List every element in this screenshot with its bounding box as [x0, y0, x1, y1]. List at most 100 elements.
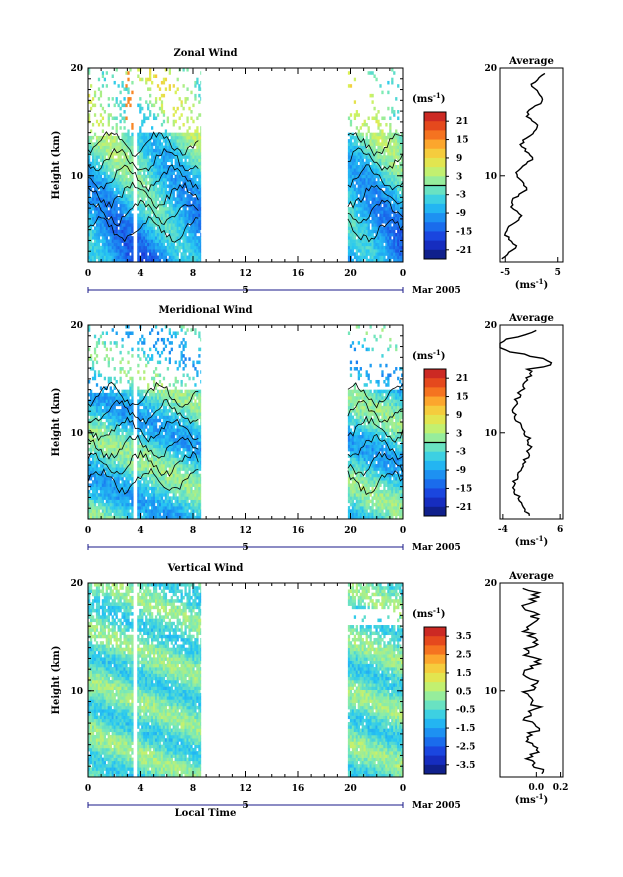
heatmap-cell	[161, 210, 163, 214]
heatmap-cell	[92, 422, 94, 426]
heatmap-cell	[92, 461, 94, 465]
heatmap-cell	[108, 477, 110, 481]
heatmap-cell	[94, 509, 96, 513]
heatmap-cell	[155, 243, 157, 247]
heatmap-cell	[155, 171, 157, 175]
heatmap-cell	[370, 249, 372, 253]
heatmap-cell	[104, 480, 106, 484]
heatmap-cell	[114, 377, 116, 381]
heatmap-cell	[116, 162, 118, 166]
heatmap-cell	[389, 159, 391, 163]
heatmap-cell	[352, 197, 354, 201]
panel-title: Meridional Wind	[158, 305, 252, 316]
heatmap-cell	[123, 146, 125, 150]
heatmap-cell	[143, 441, 145, 445]
heatmap-cell	[149, 422, 151, 426]
heatmap-cell	[94, 513, 96, 517]
heatmap-cell	[175, 256, 177, 260]
heatmap-cell	[120, 377, 122, 381]
heatmap-cell	[106, 236, 108, 240]
heatmap-cell	[120, 146, 122, 150]
heatmap-cell	[145, 503, 147, 507]
heatmap-cell	[104, 155, 106, 159]
heatmap-cell	[200, 207, 201, 211]
heatmap-cell	[102, 191, 104, 195]
heatmap-cell	[169, 68, 171, 72]
heatmap-cell	[373, 165, 375, 169]
heatmap-cell	[94, 496, 96, 500]
heatmap-cell	[102, 207, 104, 211]
heatmap-cell	[143, 113, 145, 117]
heatmap-cell	[350, 249, 352, 253]
heatmap-cell	[395, 249, 397, 253]
heatmap-cell	[161, 94, 163, 98]
heatmap-cell	[179, 146, 181, 150]
heatmap-cell	[121, 513, 123, 517]
heatmap-cell	[108, 243, 110, 247]
heatmap-cell	[399, 236, 401, 240]
heatmap-cell	[399, 239, 401, 243]
heatmap-cell	[98, 256, 100, 260]
heatmap-cell	[175, 233, 177, 237]
heatmap-cell	[123, 210, 125, 214]
heatmap-cell	[121, 171, 123, 175]
heatmap-cell	[200, 71, 201, 75]
heatmap-cell	[397, 191, 399, 195]
heatmap-cell	[90, 500, 92, 504]
heatmap-cell	[149, 162, 151, 166]
heatmap-cell	[106, 226, 108, 230]
heatmap-cell	[129, 249, 131, 253]
heatmap-cell	[114, 236, 116, 240]
heatmap-cell	[123, 464, 125, 468]
heatmap-cell	[167, 117, 169, 121]
heatmap-cell	[121, 367, 123, 371]
heatmap-cell	[155, 458, 157, 462]
heatmap-cell	[163, 197, 165, 201]
heatmap-cells	[88, 68, 403, 262]
heatmap-cell	[153, 490, 155, 494]
heatmap-cell	[114, 341, 116, 345]
heatmap-cell	[98, 441, 100, 445]
heatmap-cell	[175, 223, 177, 227]
heatmap-cell	[137, 214, 139, 218]
heatmap-cell	[362, 133, 364, 137]
heatmap-cell	[383, 142, 385, 146]
heatmap-cell	[110, 377, 112, 381]
heatmap-cell	[177, 142, 179, 146]
heatmap-cell	[123, 181, 125, 185]
heatmap-cell	[354, 188, 356, 192]
heatmap-cell	[153, 171, 155, 175]
heatmap-cell	[112, 496, 114, 500]
heatmap-cell	[131, 188, 133, 192]
heatmap-cell	[169, 239, 171, 243]
heatmap-cell	[362, 165, 364, 169]
heatmap-cell	[181, 142, 183, 146]
heatmap-cell	[161, 107, 163, 111]
heatmap-cell	[145, 210, 147, 214]
heatmap-cell	[137, 409, 139, 413]
heatmap-cell	[145, 399, 147, 403]
heatmap-cell	[123, 249, 125, 253]
heatmap-cell	[155, 471, 157, 475]
heatmap-cell	[372, 194, 374, 198]
heatmap-cell	[137, 142, 139, 146]
heatmap-cell	[149, 406, 151, 410]
heatmap-cell	[143, 120, 145, 124]
heatmap-cell	[364, 184, 366, 188]
heatmap-cell	[123, 197, 125, 201]
heatmap-cell	[131, 448, 133, 452]
heatmap-cell	[125, 168, 127, 172]
heatmap-cell	[200, 249, 201, 253]
heatmap-cell	[141, 348, 143, 352]
x-tick-label: 12	[239, 269, 252, 279]
heatmap-cell	[98, 123, 100, 127]
heatmap-cell	[370, 191, 372, 195]
heatmap-cell	[198, 178, 200, 182]
heatmap-cell	[129, 191, 131, 195]
heatmap-cell	[100, 445, 102, 449]
heatmap-cell	[143, 220, 145, 224]
heatmap-cell	[143, 226, 145, 230]
heatmap-cell	[123, 246, 125, 250]
heatmap-cell	[127, 133, 129, 137]
heatmap-cell	[137, 441, 139, 445]
